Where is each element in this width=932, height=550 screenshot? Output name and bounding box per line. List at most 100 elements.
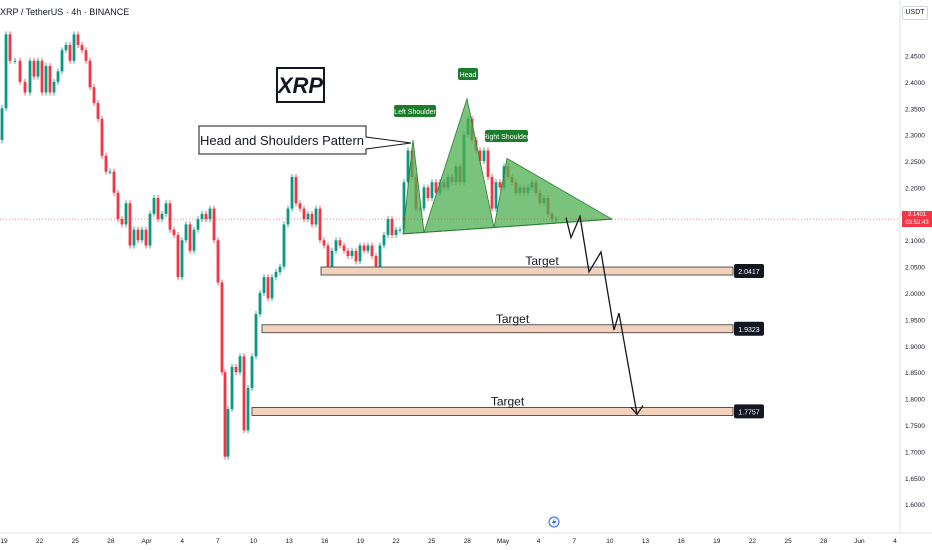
candle-body xyxy=(168,203,172,230)
x-tick-label: 16 xyxy=(321,538,329,545)
candle-body xyxy=(482,150,486,162)
left-shoulder-label: Left Shoulder xyxy=(394,109,436,116)
target-zone-1[interactable] xyxy=(320,266,734,276)
candle-body xyxy=(326,245,330,267)
candle-body xyxy=(192,229,196,251)
candle-body xyxy=(250,356,254,389)
x-tick-label: 13 xyxy=(642,538,650,545)
candle-body xyxy=(132,229,136,246)
candle-body xyxy=(216,240,220,283)
target-label-1: Target xyxy=(525,254,559,268)
x-tick-label: 25 xyxy=(72,538,80,545)
x-tick-label: 10 xyxy=(606,538,614,545)
candle-body xyxy=(140,229,144,241)
candle-body xyxy=(486,150,490,177)
candle-body xyxy=(242,356,246,431)
candle-body xyxy=(44,66,48,93)
bolt-glyph-icon xyxy=(552,518,557,526)
y-tick-label: 1.7000 xyxy=(905,449,925,456)
candle-body xyxy=(362,245,366,251)
x-tick-label: 22 xyxy=(36,538,44,545)
y-tick-label: 2.0500 xyxy=(905,265,925,272)
candle-body xyxy=(314,208,318,225)
y-tick-label: 2.0000 xyxy=(905,291,925,298)
symbol-text: XRP / TetherUS · 4h · BINANCE xyxy=(0,7,130,17)
head-and-shoulders-pattern xyxy=(402,97,614,235)
y-axis[interactable]: 2.4500 2.4000 2.3500 2.3000 2.2500 2.2000 2.10… xyxy=(905,54,925,510)
candle-body xyxy=(18,60,22,82)
y-tick-label: 2.4000 xyxy=(905,80,925,87)
x-tick-label: 4 xyxy=(537,538,541,545)
candle-body xyxy=(226,409,230,457)
x-tick-label: 28 xyxy=(107,538,115,545)
right-shoulder-badge xyxy=(485,130,528,142)
candle-body xyxy=(478,150,482,162)
candle-body xyxy=(426,187,430,199)
x-axis[interactable]: 19 22 25 28 Apr 4 7 10 13 16 19 22 25 28 May 4 7 10 13 16 19… xyxy=(0,538,897,545)
x-tick-label: Jun xyxy=(854,538,865,545)
projection-arrowhead xyxy=(630,405,644,416)
candle-body xyxy=(0,108,4,140)
target-label-3: Target xyxy=(491,394,525,408)
candle-body xyxy=(318,208,322,241)
head-label: Head xyxy=(460,72,477,79)
currency-button[interactable]: USDT xyxy=(902,6,928,20)
candle-body xyxy=(262,277,266,294)
x-tick-label: 4 xyxy=(893,538,897,545)
candle-body xyxy=(398,229,402,231)
projection-path xyxy=(565,214,644,416)
y-tick-label: 2.3500 xyxy=(905,106,925,113)
candle-body xyxy=(234,366,238,373)
candle-body xyxy=(124,203,128,225)
candle-body xyxy=(176,234,180,278)
candle-body xyxy=(72,34,76,61)
candle-body xyxy=(306,213,310,220)
candle-body xyxy=(386,219,390,235)
x-tick-label: 28 xyxy=(464,538,472,545)
candle-body xyxy=(338,240,342,246)
candle-body xyxy=(394,229,398,235)
candle-body xyxy=(302,208,306,220)
candle-body xyxy=(13,60,17,62)
x-tick-label: 19 xyxy=(0,538,8,545)
candle-body xyxy=(290,176,294,209)
candle-body xyxy=(4,34,8,109)
symbol-title[interactable]: XRP / TetherUS · 4h · BINANCE xyxy=(0,7,129,17)
current-price-badge: 2.1401 03:53:43 xyxy=(902,211,932,228)
candle-body xyxy=(434,182,438,193)
current-price-value: 2.1401 xyxy=(907,212,927,219)
x-tick-label: 25 xyxy=(428,538,436,545)
candle-body xyxy=(64,44,68,51)
candle-body xyxy=(104,155,108,172)
target-zone-2[interactable] xyxy=(261,324,734,334)
candle-body xyxy=(220,282,224,373)
candle-body xyxy=(282,224,286,267)
candle-body xyxy=(112,171,116,193)
candle-body xyxy=(148,213,152,246)
y-tick-label: 1.8000 xyxy=(905,397,925,404)
y-tick-label: 2.2500 xyxy=(905,159,925,166)
target-zone-3[interactable] xyxy=(251,407,734,416)
candle-body xyxy=(278,266,282,272)
candle-body xyxy=(164,203,168,214)
candle-body xyxy=(48,66,52,93)
x-tick-label: 10 xyxy=(250,538,258,545)
candle-body xyxy=(8,34,12,61)
candle-body xyxy=(172,229,176,235)
target-price-1: 2.0417 xyxy=(738,269,760,276)
candle-body xyxy=(28,60,32,93)
callout-text: Head and Shoulders Pattern xyxy=(200,133,364,148)
candle-body xyxy=(108,171,112,173)
candle-body xyxy=(92,87,96,104)
candle-body xyxy=(188,224,192,251)
candle-body xyxy=(374,256,378,267)
candle-body xyxy=(498,182,502,188)
candle-body xyxy=(382,234,386,246)
projection-line xyxy=(565,214,638,415)
candle-body xyxy=(40,60,44,93)
candle-body xyxy=(200,213,204,220)
candle-body xyxy=(390,219,394,235)
candle-body xyxy=(160,213,164,220)
candle-body xyxy=(80,44,84,51)
